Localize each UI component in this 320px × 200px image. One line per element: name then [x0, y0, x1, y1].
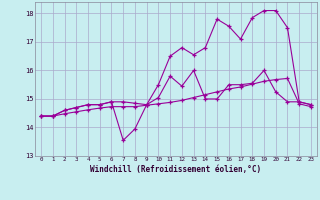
X-axis label: Windchill (Refroidissement éolien,°C): Windchill (Refroidissement éolien,°C) [91, 165, 261, 174]
